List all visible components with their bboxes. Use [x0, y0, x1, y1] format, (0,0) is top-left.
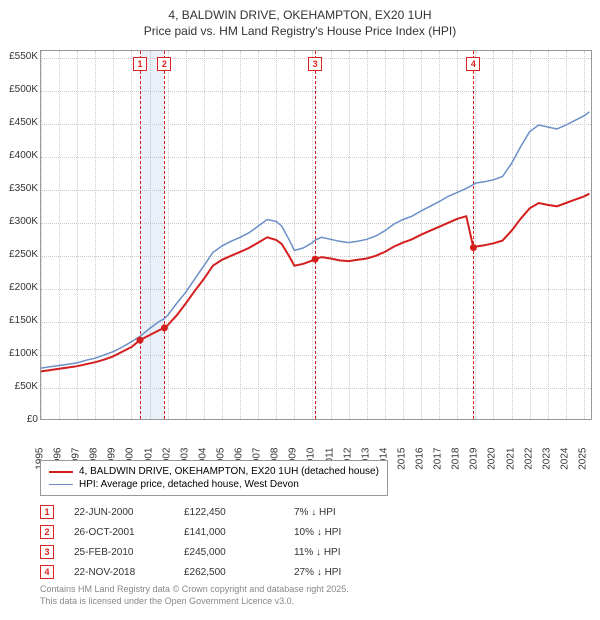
table-row: 3 25-FEB-2010 £245,000 11% ↓ HPI	[40, 542, 384, 562]
legend: 4, BALDWIN DRIVE, OKEHAMPTON, EX20 1UH (…	[40, 460, 388, 496]
x-tick-label: 2019	[469, 448, 480, 478]
y-tick-label: £450K	[0, 117, 38, 128]
table-cell-diff: 10% ↓ HPI	[294, 527, 384, 538]
table-cell-diff: 7% ↓ HPI	[294, 507, 384, 518]
x-axis-labels: 1995199619971998199920002001200220032004…	[40, 424, 592, 460]
chart-title: 4, BALDWIN DRIVE, OKEHAMPTON, EX20 1UH P…	[0, 8, 600, 39]
series-line-property	[41, 194, 589, 372]
y-tick-label: £200K	[0, 282, 38, 293]
table-cell-date: 26-OCT-2001	[74, 527, 164, 538]
legend-label: 4, BALDWIN DRIVE, OKEHAMPTON, EX20 1UH (…	[79, 466, 379, 477]
series-line-hpi	[41, 112, 589, 368]
table-row: 2 26-OCT-2001 £141,000 10% ↓ HPI	[40, 522, 384, 542]
table-row: 4 22-NOV-2018 £262,500 27% ↓ HPI	[40, 562, 384, 582]
footer-line-1: Contains HM Land Registry data © Crown c…	[40, 584, 349, 594]
y-tick-label: £300K	[0, 216, 38, 227]
table-cell-price: £245,000	[184, 547, 274, 558]
table-cell-diff: 27% ↓ HPI	[294, 567, 384, 578]
table-cell-date: 25-FEB-2010	[74, 547, 164, 558]
x-tick-label: 2018	[451, 448, 462, 478]
title-line-2: Price paid vs. HM Land Registry's House …	[144, 24, 456, 38]
event-point	[470, 244, 477, 251]
event-point	[312, 256, 319, 263]
event-marker-box: 1	[133, 57, 147, 71]
y-tick-label: £100K	[0, 348, 38, 359]
y-tick-label: £550K	[0, 51, 38, 62]
chart-plot-area: 12 3 4	[40, 50, 592, 420]
chart-container: 4, BALDWIN DRIVE, OKEHAMPTON, EX20 1UH P…	[0, 0, 600, 620]
legend-row: 4, BALDWIN DRIVE, OKEHAMPTON, EX20 1UH (…	[49, 465, 379, 478]
table-cell-diff: 11% ↓ HPI	[294, 547, 384, 558]
table-row: 1 22-JUN-2000 £122,450 7% ↓ HPI	[40, 502, 384, 522]
y-tick-label: £250K	[0, 249, 38, 260]
table-cell-date: 22-JUN-2000	[74, 507, 164, 518]
table-cell-date: 22-NOV-2018	[74, 567, 164, 578]
x-tick-label: 2020	[487, 448, 498, 478]
y-tick-label: £50K	[0, 381, 38, 392]
x-tick-label: 2017	[433, 448, 444, 478]
table-marker-box: 2	[40, 525, 54, 539]
event-marker-box: 3	[308, 57, 322, 71]
legend-line-swatch	[49, 471, 73, 473]
x-tick-label: 2022	[523, 448, 534, 478]
table-marker-box: 1	[40, 505, 54, 519]
legend-line-swatch	[49, 484, 73, 485]
events-table: 1 22-JUN-2000 £122,450 7% ↓ HPI 2 26-OCT-2001…	[40, 502, 384, 582]
table-marker-box: 3	[40, 545, 54, 559]
x-tick-label: 2021	[505, 448, 516, 478]
x-tick-label: 2024	[559, 448, 570, 478]
table-cell-price: £122,450	[184, 507, 274, 518]
table-cell-price: £262,500	[184, 567, 274, 578]
table-cell-price: £141,000	[184, 527, 274, 538]
event-point	[161, 324, 168, 331]
legend-label: HPI: Average price, detached house, West…	[79, 479, 299, 490]
event-marker-box: 2	[157, 57, 171, 71]
x-tick-label: 2025	[577, 448, 588, 478]
event-marker-box: 4	[466, 57, 480, 71]
footer: Contains HM Land Registry data © Crown c…	[40, 584, 349, 607]
x-tick-label: 2016	[415, 448, 426, 478]
table-marker-box: 4	[40, 565, 54, 579]
x-tick-label: 2015	[396, 448, 407, 478]
x-tick-label: 2023	[541, 448, 552, 478]
footer-line-2: This data is licensed under the Open Gov…	[40, 596, 294, 606]
y-tick-label: £400K	[0, 150, 38, 161]
legend-row: HPI: Average price, detached house, West…	[49, 478, 379, 491]
y-tick-label: £150K	[0, 315, 38, 326]
chart-svg	[41, 51, 592, 420]
y-tick-label: £350K	[0, 183, 38, 194]
y-tick-label: £500K	[0, 84, 38, 95]
event-point	[136, 337, 143, 344]
y-tick-label: £0	[0, 414, 38, 425]
title-line-1: 4, BALDWIN DRIVE, OKEHAMPTON, EX20 1UH	[168, 8, 431, 22]
